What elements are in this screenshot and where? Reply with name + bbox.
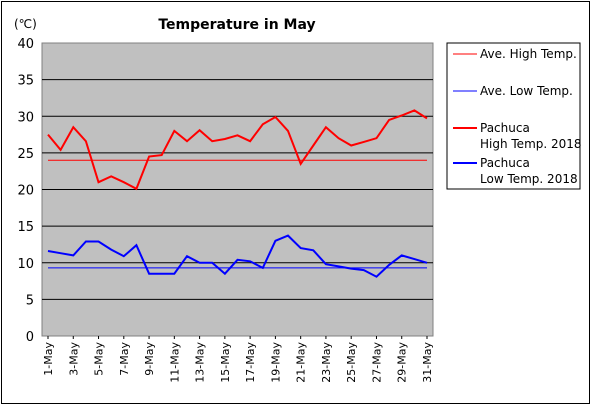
x-tick-label: 9-May [143,342,156,376]
x-tick-label: 23-May [320,342,333,383]
legend-label: Pachuca [480,156,530,170]
y-axis-ticks: 0 5 10 15 20 25 30 35 40 [17,37,34,345]
x-tick-label: 29-May [396,342,409,383]
legend-label: High Temp. 2018 [480,137,582,151]
x-axis-ticks: 1-May 3-May 5-May 7-May 9-May 11-May 13-May 15-… [42,336,434,383]
y-tick-label: 40 [17,37,34,52]
y-tick-label: 25 [17,147,34,162]
x-tick-label: 17-May [244,342,257,383]
y-tick-label: 35 [17,74,34,89]
y-tick-label: 30 [17,110,34,125]
x-tick-label: 3-May [67,342,80,376]
x-tick-label: 11-May [168,342,181,383]
x-tick-label: 31-May [421,342,434,383]
x-tick-label: 25-May [345,342,358,383]
x-tick-label: 1-May [42,342,55,376]
y-tick-label: 10 [17,257,34,272]
x-tick-label: 27-May [370,342,383,383]
chart-title: Temperature in May [158,17,315,33]
legend-label: Low Temp. 2018 [480,172,578,186]
x-tick-label: 15-May [219,342,232,383]
y-tick-label: 5 [26,293,34,308]
legend-label: Ave. Low Temp. [480,84,573,98]
y-unit-label: (℃) [14,17,37,31]
legend-label: Pachuca [480,121,530,135]
x-tick-label: 7-May [118,342,131,376]
x-tick-label: 21-May [295,342,308,383]
y-tick-label: 20 [17,184,34,199]
y-tick-label: 15 [17,220,34,235]
x-tick-label: 5-May [93,342,106,376]
y-tick-label: 0 [26,330,34,345]
legend-label: Ave. High Temp. [480,47,577,61]
x-tick-label: 19-May [269,342,282,383]
x-tick-label: 13-May [194,342,207,383]
